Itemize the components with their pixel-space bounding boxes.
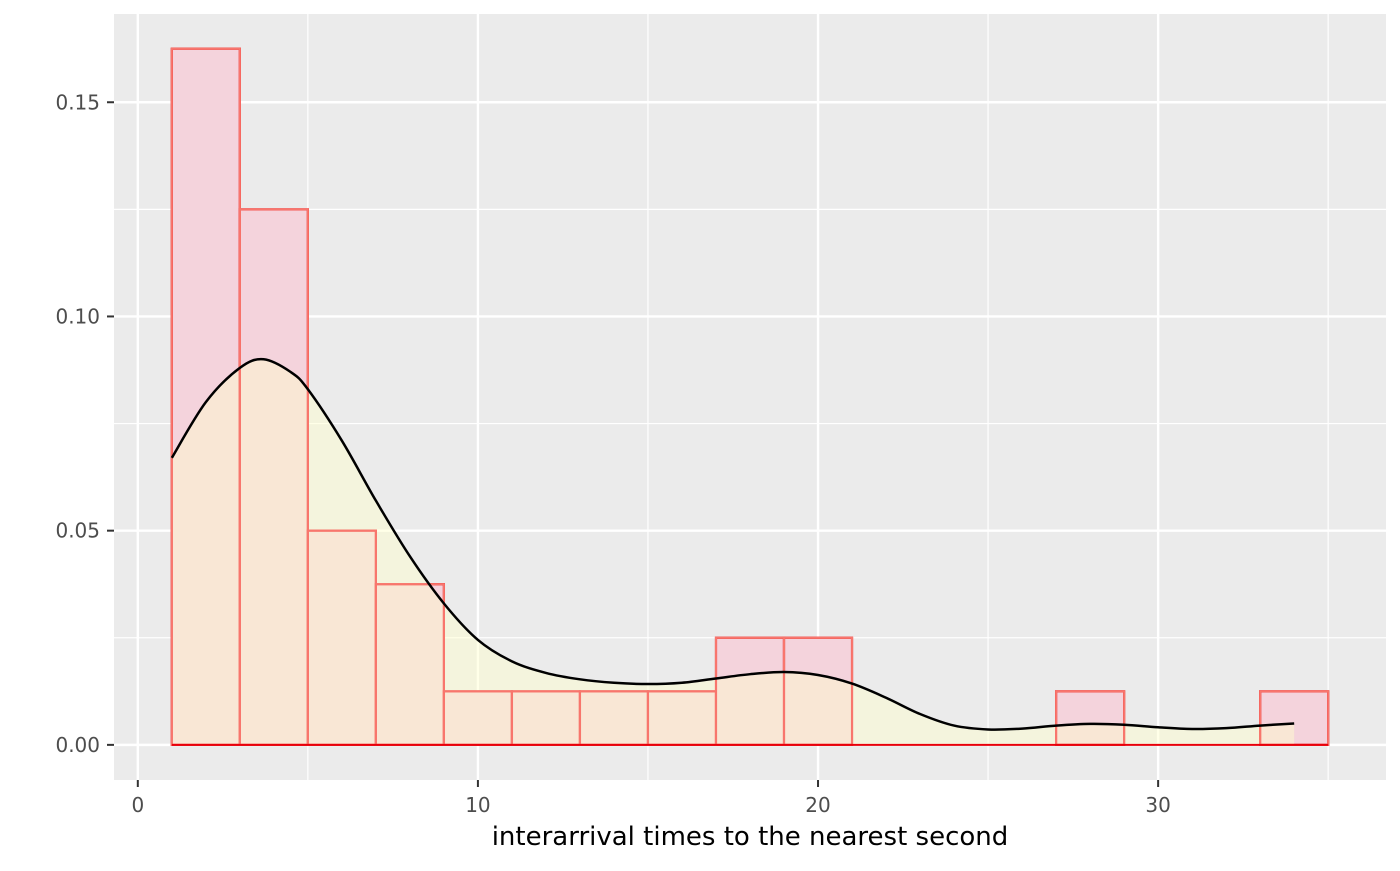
histogram-overlay-outlines bbox=[170, 47, 1330, 746]
x-tick-label: 20 bbox=[805, 793, 830, 817]
density-curve-layer bbox=[171, 359, 1295, 745]
histogram-bar bbox=[374, 583, 446, 746]
density-line bbox=[170, 357, 1295, 731]
y-tick-label: 0.05 bbox=[55, 519, 100, 543]
y-tick-label: 0.00 bbox=[55, 733, 100, 757]
x-tick-label: 30 bbox=[1145, 793, 1170, 817]
x-tick-label: 10 bbox=[465, 793, 490, 817]
y-tick-label: 0.15 bbox=[55, 90, 100, 114]
histogram-bars bbox=[170, 47, 1330, 746]
x-axis-title: interarrival times to the nearest second bbox=[492, 822, 1009, 852]
y-tick-label: 0.10 bbox=[55, 304, 100, 328]
axes: 0 10 20 30 0.00 0.05 0.10 0.15 bbox=[55, 90, 1170, 817]
density-area bbox=[171, 359, 1295, 745]
x-tick-label: 0 bbox=[131, 793, 144, 817]
